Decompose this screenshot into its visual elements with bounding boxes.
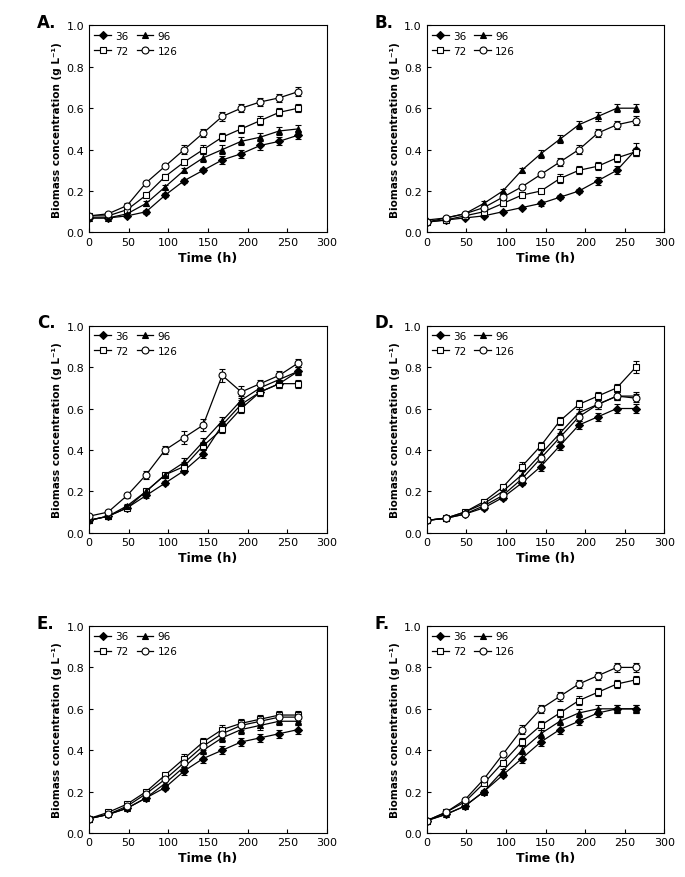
Legend: 36, 72, 96, 126: 36, 72, 96, 126 [92,30,179,59]
Legend: 36, 72, 96, 126: 36, 72, 96, 126 [429,630,517,659]
Y-axis label: Biomass concentration (g L⁻¹): Biomass concentration (g L⁻¹) [390,642,400,817]
Legend: 36, 72, 96, 126: 36, 72, 96, 126 [92,630,179,659]
X-axis label: Time (h): Time (h) [516,252,575,265]
Text: A.: A. [37,14,56,32]
Text: D.: D. [375,314,395,332]
X-axis label: Time (h): Time (h) [516,552,575,565]
Text: E.: E. [37,614,55,631]
X-axis label: Time (h): Time (h) [178,852,238,865]
Text: C.: C. [37,314,55,332]
Legend: 36, 72, 96, 126: 36, 72, 96, 126 [92,330,179,359]
Legend: 36, 72, 96, 126: 36, 72, 96, 126 [429,330,517,359]
Legend: 36, 72, 96, 126: 36, 72, 96, 126 [429,30,517,59]
Y-axis label: Biomass concentration (g L⁻¹): Biomass concentration (g L⁻¹) [52,42,62,217]
X-axis label: Time (h): Time (h) [178,252,238,265]
X-axis label: Time (h): Time (h) [178,552,238,565]
Y-axis label: Biomass concentration (g L⁻¹): Biomass concentration (g L⁻¹) [52,342,62,517]
Text: B.: B. [375,14,393,32]
Text: F.: F. [375,614,390,631]
Y-axis label: Biomass concentration (g L⁻¹): Biomass concentration (g L⁻¹) [390,42,400,217]
X-axis label: Time (h): Time (h) [516,852,575,865]
Y-axis label: Biomass concentration (g L⁻¹): Biomass concentration (g L⁻¹) [52,642,62,817]
Y-axis label: Biomass concentration (g L⁻¹): Biomass concentration (g L⁻¹) [390,342,400,517]
